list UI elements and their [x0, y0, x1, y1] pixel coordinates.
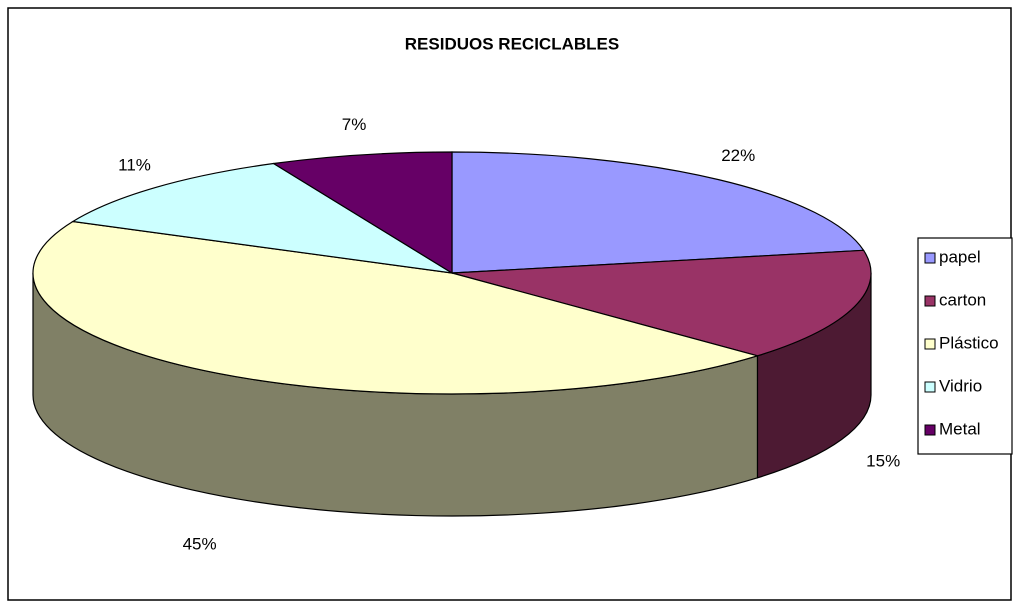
legend-label: Vidrio: [939, 376, 982, 395]
legend-label: Metal: [939, 419, 981, 438]
chart-title: RESIDUOS RECICLABLES: [405, 34, 619, 53]
legend-label: Plástico: [939, 333, 999, 352]
data-label: 22%: [721, 146, 755, 165]
legend-label: carton: [939, 290, 986, 309]
slice: [451, 151, 865, 274]
slice: [451, 249, 872, 357]
data-label: 45%: [183, 534, 217, 553]
legend-swatch: [924, 424, 936, 436]
data-label: 7%: [342, 115, 367, 134]
legend-swatch: [924, 338, 936, 350]
legend-swatch: [924, 295, 936, 307]
legend-swatch: [924, 381, 936, 393]
legend-swatch: [924, 252, 936, 264]
data-label: 15%: [866, 452, 900, 471]
data-label: 11%: [118, 156, 151, 175]
slice: [32, 220, 760, 395]
legend-label: papel: [939, 247, 981, 266]
slice: [71, 162, 453, 274]
slice: [271, 151, 453, 275]
